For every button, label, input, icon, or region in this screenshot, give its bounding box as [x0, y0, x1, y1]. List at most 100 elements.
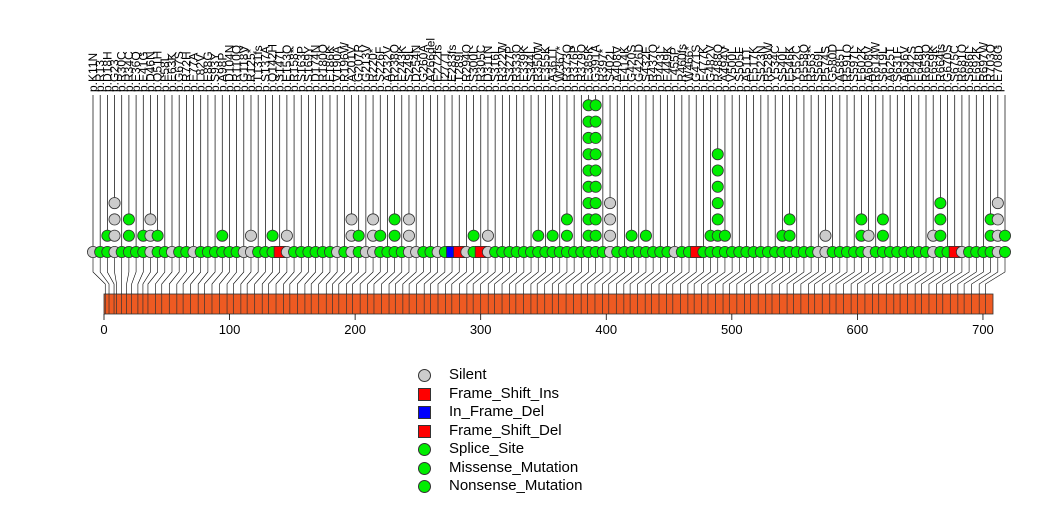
mutation-connector	[107, 252, 115, 294]
mutation-label: p.E36Q	[129, 51, 143, 92]
mutation-connector	[843, 252, 862, 294]
mutation-connector	[608, 252, 625, 294]
mutation-connector	[602, 252, 618, 294]
mutation-connector	[857, 252, 877, 294]
mutation-label-layer: p.K11Np.R13p.D18Hp.G23p.R30Cp.R34Cp.E36Q…	[86, 38, 1005, 92]
mutation-marker	[711, 213, 724, 226]
mutation-connector	[651, 252, 668, 294]
mutation-connector	[551, 252, 568, 294]
mutation-connector	[750, 252, 769, 294]
mutation-marker	[374, 229, 387, 242]
mutation-label: p.S505F	[732, 47, 746, 92]
mutation-marker	[388, 229, 401, 242]
mutation-connector	[864, 252, 884, 294]
mutation-label: p.L82V	[194, 54, 208, 92]
mutation-connector	[430, 252, 446, 294]
mutation-connector	[971, 252, 991, 294]
mutation-connector	[523, 252, 539, 294]
mutation-label: p.D311N	[481, 46, 495, 92]
mutation-label: p.A625T	[883, 46, 897, 92]
mutation-connector	[408, 252, 424, 294]
mutation-label: p.A585T	[833, 46, 847, 92]
mutation-label: p.E243K	[395, 46, 409, 92]
mutation-connector	[565, 252, 582, 294]
mutation-connector	[779, 252, 798, 294]
mutation-marker	[402, 229, 415, 242]
mutation-label: p.S675C	[948, 45, 962, 92]
legend-frame-shift-del-square-icon	[418, 424, 431, 438]
mutation-connector	[226, 252, 237, 294]
mutation-label: p.R703Q	[984, 44, 998, 92]
mutation-connector	[623, 252, 640, 294]
mutation-connector	[211, 252, 223, 294]
mutation-marker	[604, 213, 617, 226]
mutation-connector	[240, 252, 252, 294]
mutation-label: p.R196W	[337, 41, 351, 92]
mutation-connector	[472, 252, 489, 294]
mutation-label: p.P443L	[653, 47, 667, 92]
mutation-connector	[722, 252, 740, 294]
mutation-label: p.A232V	[380, 46, 394, 92]
x-axis: 0 100 200 300 400 500 600 700	[100, 314, 994, 337]
mutation-marker	[934, 197, 947, 210]
mutation-label: p.S402L	[603, 47, 617, 92]
mutation-marker	[122, 213, 135, 226]
mutation-marker	[589, 213, 602, 226]
mutation-label: p.P642S	[905, 46, 919, 92]
mutation-marker	[999, 229, 1012, 242]
mutation-connector	[765, 252, 783, 294]
mutation-marker	[589, 99, 602, 112]
mutation-label: p.E77A	[187, 53, 201, 92]
mutation-label: p.R180Q	[316, 44, 330, 92]
mutation-stems	[92, 95, 1006, 252]
mutation-marker	[589, 229, 602, 242]
x-axis-tick-label: 400	[595, 322, 617, 337]
mutation-connector	[658, 252, 675, 294]
mutation-connector	[771, 252, 790, 294]
mutation-connector	[616, 252, 632, 294]
mutation-label: p.T131fs	[251, 45, 265, 92]
mutation-marker	[589, 164, 602, 177]
mutation-marker	[216, 229, 229, 242]
mutation-connector	[92, 252, 106, 294]
mutation-label: p.R13	[93, 60, 107, 92]
mutation-connector	[501, 252, 517, 294]
mutation-markers	[87, 99, 1012, 258]
mutation-label: p.R305C	[474, 44, 488, 92]
mutation-connector	[395, 252, 410, 294]
mutation-connector	[402, 252, 417, 294]
mutation-label: p.G260A	[416, 45, 430, 92]
mutation-label: p.L455P	[668, 47, 682, 92]
mutation-connector	[352, 252, 367, 294]
mutation-marker	[589, 115, 602, 128]
mutation-marker	[352, 229, 365, 242]
x-axis-tick-label: 600	[847, 322, 869, 337]
mutation-connector	[985, 252, 1006, 294]
mutation-connector	[381, 252, 395, 294]
mutation-marker	[855, 213, 868, 226]
mutation-label: p.E517K	[747, 46, 761, 92]
mutation-marker	[589, 180, 602, 193]
mutation-label: p.E648D	[912, 45, 926, 92]
mutation-connector	[219, 252, 230, 294]
mutation-label: p.D174N	[309, 45, 323, 92]
mutation-connector	[197, 252, 209, 294]
mutation-label: p.S631F	[890, 47, 904, 92]
mutation-connector	[814, 252, 833, 294]
mutation-connector	[878, 252, 898, 294]
mutation-label: p.R379Q	[574, 44, 588, 92]
mutation-marker	[862, 229, 875, 242]
mutation-label: p.G118V	[237, 46, 251, 92]
mutation-marker	[711, 148, 724, 161]
mutation-connector	[367, 252, 381, 294]
mutation-label: p.A201V	[345, 46, 359, 92]
mutation-connector	[137, 252, 144, 294]
mutation-connector	[701, 252, 719, 294]
mutation-connector	[297, 252, 309, 294]
mutation-connector	[963, 252, 984, 294]
mutation-label: p.D18H	[100, 51, 114, 92]
legend-label: In_Frame_Del	[449, 403, 545, 420]
legend-label: Frame_Shift_Ins	[449, 384, 560, 402]
mutation-label: p.W466*	[682, 46, 696, 92]
mutation-label: p.S686L	[962, 47, 976, 92]
